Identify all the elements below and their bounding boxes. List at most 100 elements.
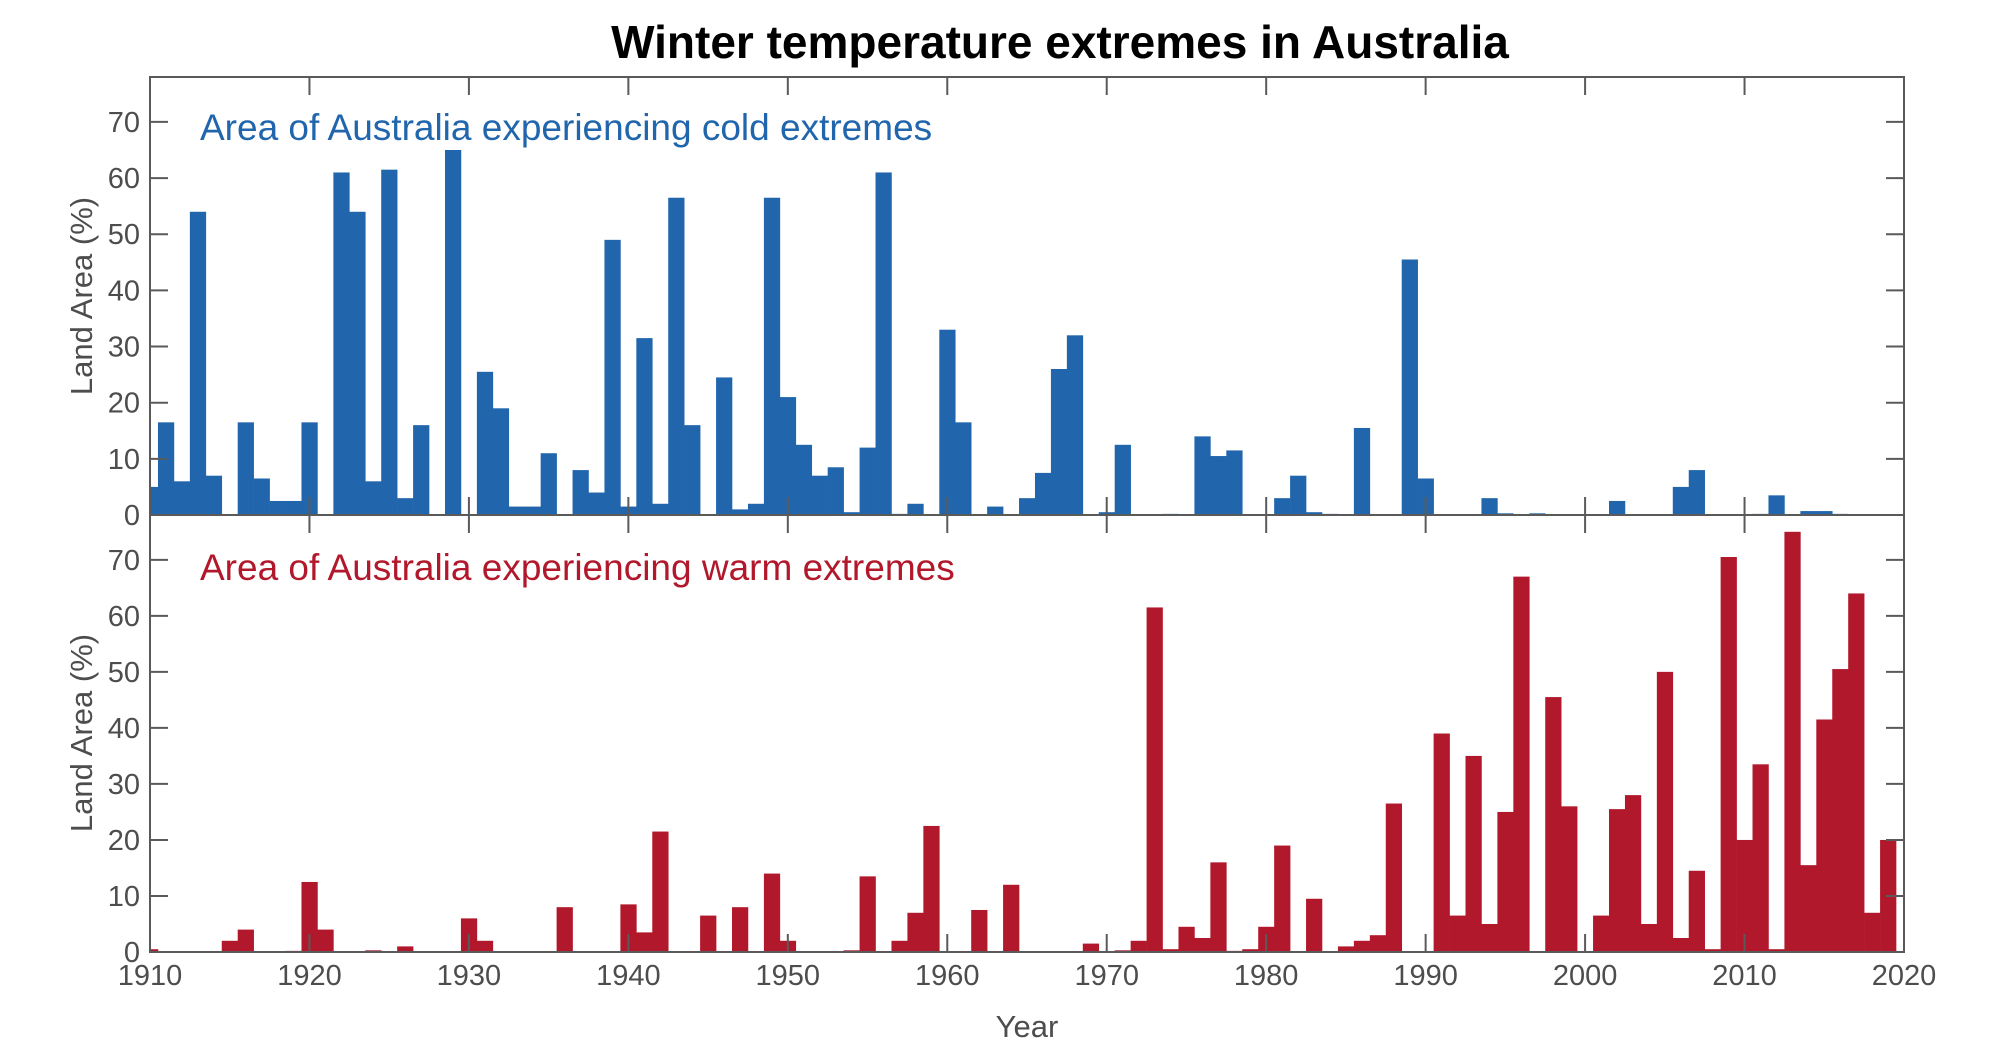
- y-tick-label: 40: [108, 275, 140, 307]
- bar-1924: [365, 481, 382, 515]
- bar-1921: [317, 929, 334, 952]
- bar-1936: [556, 907, 573, 952]
- bar-1949: [763, 197, 781, 515]
- bar-2002: [1609, 500, 1626, 515]
- bar-1964: [1003, 884, 1020, 952]
- bar-1913: [189, 211, 207, 515]
- bar-2016: [1832, 669, 1849, 952]
- bar-1916: [237, 422, 254, 515]
- bar-1994: [1481, 498, 1498, 515]
- bar-1959: [923, 825, 940, 952]
- x-tick-label: 2010: [1712, 960, 1777, 992]
- bar-1943: [668, 197, 685, 515]
- bar-1994: [1481, 923, 1498, 952]
- bar-1960: [939, 329, 956, 515]
- bar-2015: [1816, 511, 1833, 515]
- y-tick-label: 50: [108, 657, 140, 689]
- bar-1954: [843, 512, 860, 515]
- bars: [150, 150, 1849, 515]
- y-tick-label: 60: [108, 163, 140, 195]
- bar-1995: [1497, 811, 1514, 952]
- bar-1962: [971, 909, 988, 952]
- bar-1958: [907, 503, 924, 515]
- bar-2003: [1624, 795, 1642, 952]
- y-tick-label: 10: [108, 881, 140, 913]
- bar-1983: [1306, 512, 1323, 515]
- bar-1920: [301, 881, 318, 952]
- y-tick-label: 40: [108, 713, 140, 745]
- bar-1925: [381, 169, 398, 515]
- bar-1937: [572, 470, 589, 515]
- bar-1991: [1433, 733, 1450, 952]
- bar-1935: [540, 453, 557, 515]
- bar-2009: [1720, 557, 1737, 952]
- bar-1990: [1417, 478, 1434, 515]
- chart-title: Winter temperature extremes in Australia: [611, 16, 1509, 68]
- bar-1939: [604, 239, 621, 515]
- bar-2007: [1688, 470, 1705, 515]
- bar-1998: [1545, 697, 1562, 952]
- bar-1917: [253, 478, 270, 515]
- bar-1986: [1353, 427, 1371, 515]
- bar-1947: [732, 509, 749, 515]
- bar-2007: [1688, 870, 1705, 952]
- x-axis-label: Year: [996, 1009, 1059, 1044]
- bar-2018: [1864, 912, 1881, 952]
- bar-1927: [413, 425, 430, 515]
- bar-1945: [700, 915, 717, 952]
- bar-1957: [891, 940, 908, 952]
- bar-1967: [1050, 369, 1068, 515]
- bar-1947: [732, 907, 749, 952]
- bar-1965: [1019, 498, 1036, 515]
- bar-1956: [875, 172, 892, 515]
- bar-1931: [476, 371, 494, 515]
- y-tick-label: 0: [124, 500, 140, 532]
- bar-1934: [524, 506, 541, 515]
- x-tick-label: 1930: [437, 960, 502, 992]
- bar-1926: [397, 946, 414, 952]
- x-tick-label: 2000: [1553, 960, 1618, 992]
- x-tick-label: 1940: [596, 960, 661, 992]
- x-tick-label: 1920: [277, 960, 342, 992]
- bar-1976: [1194, 937, 1211, 952]
- bar-1931: [476, 940, 494, 952]
- bar-1920: [301, 422, 318, 515]
- x-tick-label: 1990: [1393, 960, 1458, 992]
- bar-1942: [652, 831, 669, 952]
- bar-1940: [620, 904, 637, 952]
- bar-2014: [1800, 865, 1817, 952]
- bar-1981: [1274, 498, 1291, 515]
- bar-1977: [1210, 456, 1227, 515]
- bar-1922: [333, 172, 350, 515]
- bar-2011: [1752, 764, 1769, 952]
- bar-1966: [1034, 472, 1052, 515]
- x-tick-label: 1980: [1234, 960, 1299, 992]
- warm-extremes-panel: 0 10 20 30 40 50 60 70 1910 1920 1930 1940 1950 1960 1…: [108, 514, 1937, 992]
- bar-1919: [285, 500, 302, 515]
- bar-1938: [588, 492, 605, 515]
- bar-1944: [684, 425, 701, 515]
- bar-1979: [1242, 949, 1259, 952]
- y-tick-label: 20: [108, 388, 140, 420]
- bar-1958: [907, 912, 924, 952]
- bar-1976: [1194, 436, 1211, 515]
- bar-1992: [1449, 915, 1466, 952]
- bar-1974: [1162, 949, 1179, 952]
- bar-2002: [1609, 809, 1626, 952]
- bar-2014: [1800, 511, 1817, 515]
- bar-1996: [1513, 576, 1530, 952]
- bar-1953: [827, 467, 844, 515]
- bar-1950: [779, 397, 797, 515]
- bar-2008: [1704, 949, 1721, 952]
- bar-2017: [1848, 593, 1865, 952]
- x-tick-label: 2020: [1872, 960, 1937, 992]
- bar-1929: [444, 150, 462, 515]
- bar-1999: [1561, 806, 1578, 952]
- bar-2010: [1736, 839, 1753, 952]
- bar-1932: [492, 408, 510, 515]
- y-tick-label: 10: [108, 444, 140, 476]
- bar-1952: [811, 475, 828, 515]
- bar-1912: [173, 481, 191, 515]
- x-tick-label: 1970: [1074, 960, 1139, 992]
